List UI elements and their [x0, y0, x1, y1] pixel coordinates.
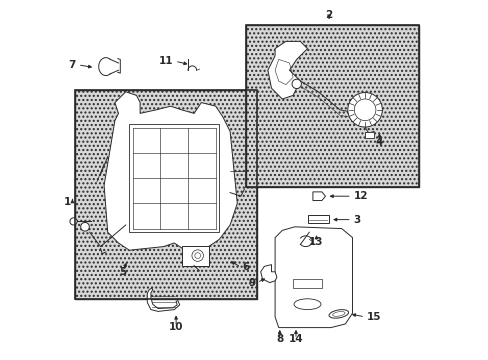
Circle shape: [291, 79, 301, 89]
Polygon shape: [147, 288, 179, 311]
Text: 7: 7: [68, 60, 76, 70]
Bar: [246, 25, 418, 187]
Text: 2: 2: [325, 10, 332, 20]
Text: 14: 14: [288, 334, 303, 344]
Text: 4: 4: [375, 137, 383, 147]
Bar: [292, 279, 321, 288]
Text: 6: 6: [242, 262, 249, 272]
Bar: [307, 215, 328, 223]
Polygon shape: [104, 92, 237, 250]
Text: 11: 11: [159, 56, 173, 66]
Bar: [129, 124, 219, 232]
Bar: [365, 132, 373, 138]
Text: 8: 8: [276, 334, 283, 344]
Text: 13: 13: [308, 237, 323, 247]
Circle shape: [347, 93, 382, 127]
Bar: [75, 90, 257, 299]
Circle shape: [81, 222, 89, 231]
Text: 15: 15: [366, 312, 381, 322]
Polygon shape: [267, 41, 307, 99]
Text: 5: 5: [119, 267, 126, 277]
Bar: [75, 90, 257, 299]
Bar: [246, 25, 418, 187]
Ellipse shape: [328, 310, 348, 318]
Text: 3: 3: [353, 215, 360, 225]
Polygon shape: [260, 265, 276, 283]
Bar: [182, 246, 209, 266]
Polygon shape: [312, 192, 325, 201]
Circle shape: [70, 218, 77, 225]
Text: 1: 1: [63, 197, 70, 207]
Text: 10: 10: [168, 322, 183, 332]
Text: 12: 12: [353, 191, 367, 201]
Polygon shape: [275, 227, 352, 328]
Text: 9: 9: [248, 278, 255, 288]
